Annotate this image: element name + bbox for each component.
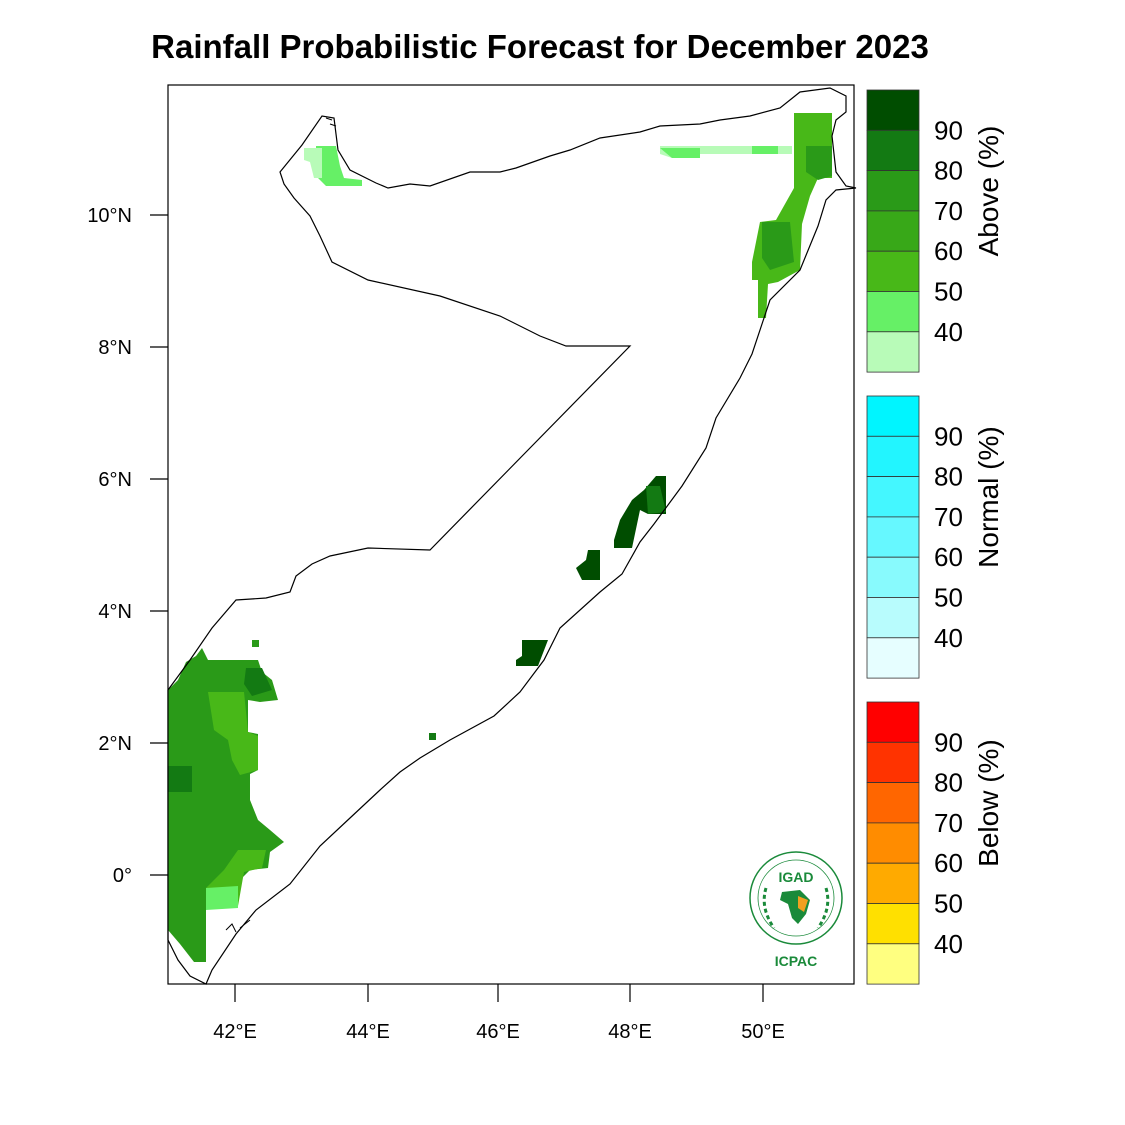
- shade-southwest-edge: [206, 886, 238, 910]
- legend-label: 80: [934, 768, 963, 798]
- legend-above: 90 80 70 60 50 40 Above (%): [866, 89, 1004, 373]
- legend-label: 50: [934, 277, 963, 307]
- legend-swatch: [866, 822, 920, 864]
- legend-label: 40: [934, 623, 963, 653]
- legend-label: 90: [934, 727, 963, 757]
- legend-swatch: [866, 862, 920, 904]
- shade-southwest: [168, 648, 284, 962]
- legend-swatch: [866, 556, 920, 598]
- legend-swatch: [866, 291, 920, 333]
- shade-north-strip-2: [660, 148, 700, 158]
- legend-swatch: [866, 250, 920, 292]
- legend-swatch: [866, 701, 920, 743]
- shade-northeast-dark2: [762, 222, 794, 270]
- legend-label: 70: [934, 808, 963, 838]
- x-tick-label: 46°E: [476, 1021, 520, 1043]
- forecast-shading: [168, 113, 832, 962]
- x-tick-label: 48°E: [608, 1021, 652, 1043]
- legend-label: 90: [934, 421, 963, 451]
- y-tick-label: 10°N: [87, 205, 132, 227]
- legend-title: Above (%): [973, 126, 1004, 257]
- legend-normal: 90 80 70 60 50 40 Normal (%): [866, 395, 1004, 679]
- legend-swatch: [866, 516, 920, 558]
- shade-central-3: [516, 640, 548, 666]
- legend-swatch: [866, 782, 920, 824]
- shade-northwest-light: [304, 148, 322, 178]
- legend-title: Below (%): [973, 739, 1004, 867]
- legend-label: 40: [934, 317, 963, 347]
- legend-label: 70: [934, 502, 963, 532]
- legend-label: 80: [934, 462, 963, 492]
- legend-swatch: [866, 435, 920, 477]
- legend-label: 40: [934, 929, 963, 959]
- y-tick-label: 0°: [113, 865, 132, 887]
- logo-icpac-text: ICPAC: [775, 953, 818, 969]
- legend-swatch: [866, 597, 920, 639]
- y-axis: 10°N 8°N 6°N 4°N 2°N 0°: [87, 205, 168, 887]
- legend-swatch: [866, 637, 920, 679]
- y-tick-label: 4°N: [98, 601, 132, 623]
- legend-label: 50: [934, 583, 963, 613]
- igad-icpac-logo: IGAD ICPAC: [749, 851, 843, 969]
- shade-southwest-dark: [244, 668, 272, 696]
- legend-swatch: [866, 395, 920, 437]
- legend-swatch: [866, 170, 920, 212]
- legend-title: Normal (%): [973, 426, 1004, 568]
- logo-igad-text: IGAD: [779, 869, 814, 885]
- legend-label: 60: [934, 848, 963, 878]
- shade-northwest: [316, 146, 362, 186]
- legend-label: 80: [934, 156, 963, 186]
- legend-below: 90 80 70 60 50 40 Below (%): [866, 701, 1004, 985]
- legend-swatch: [866, 476, 920, 518]
- y-tick-label: 2°N: [98, 733, 132, 755]
- legend-swatch: [866, 741, 920, 783]
- legend-label: 70: [934, 196, 963, 226]
- legend-swatch: [866, 903, 920, 945]
- legend-swatch: [866, 943, 920, 985]
- x-tick-label: 50°E: [741, 1021, 785, 1043]
- shade-southwest-dark2: [168, 766, 192, 792]
- country-outline: [167, 87, 857, 985]
- shade-dot2: [429, 733, 436, 740]
- y-tick-label: 8°N: [98, 337, 132, 359]
- legend-label: 50: [934, 889, 963, 919]
- x-tick-label: 44°E: [346, 1021, 390, 1043]
- shade-north-strip-3: [752, 146, 778, 154]
- coast-detail: [225, 117, 337, 933]
- shade-central-1b: [646, 486, 666, 514]
- shade-central-2: [576, 550, 600, 580]
- legend-swatch: [866, 89, 920, 131]
- legend-swatch: [866, 210, 920, 252]
- x-axis: 42°E 44°E 46°E 48°E 50°E: [213, 984, 785, 1043]
- y-tick-label: 6°N: [98, 469, 132, 491]
- map-title: Rainfall Probabilistic Forecast for Dece…: [151, 28, 929, 65]
- shade-dot: [252, 640, 259, 647]
- legend-label: 60: [934, 542, 963, 572]
- legend-group: 90 80 70 60 50 40 Above (%) 90 80 70 60 50 40 Normal …: [866, 89, 1004, 985]
- legend-label: 90: [934, 115, 963, 145]
- x-tick-label: 42°E: [213, 1021, 257, 1043]
- map-frame: [167, 84, 855, 985]
- legend-swatch: [866, 129, 920, 172]
- legend-swatch: [866, 331, 920, 373]
- shade-southwest-light: [208, 692, 258, 775]
- legend-label: 60: [934, 236, 963, 266]
- shade-northeast-dark: [806, 146, 832, 180]
